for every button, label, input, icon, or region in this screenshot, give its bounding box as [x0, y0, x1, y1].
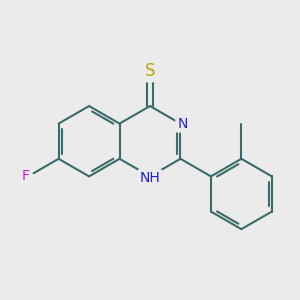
Text: F: F — [21, 169, 29, 183]
Text: NH: NH — [140, 171, 160, 185]
Text: N: N — [177, 117, 188, 130]
Text: S: S — [145, 62, 155, 80]
